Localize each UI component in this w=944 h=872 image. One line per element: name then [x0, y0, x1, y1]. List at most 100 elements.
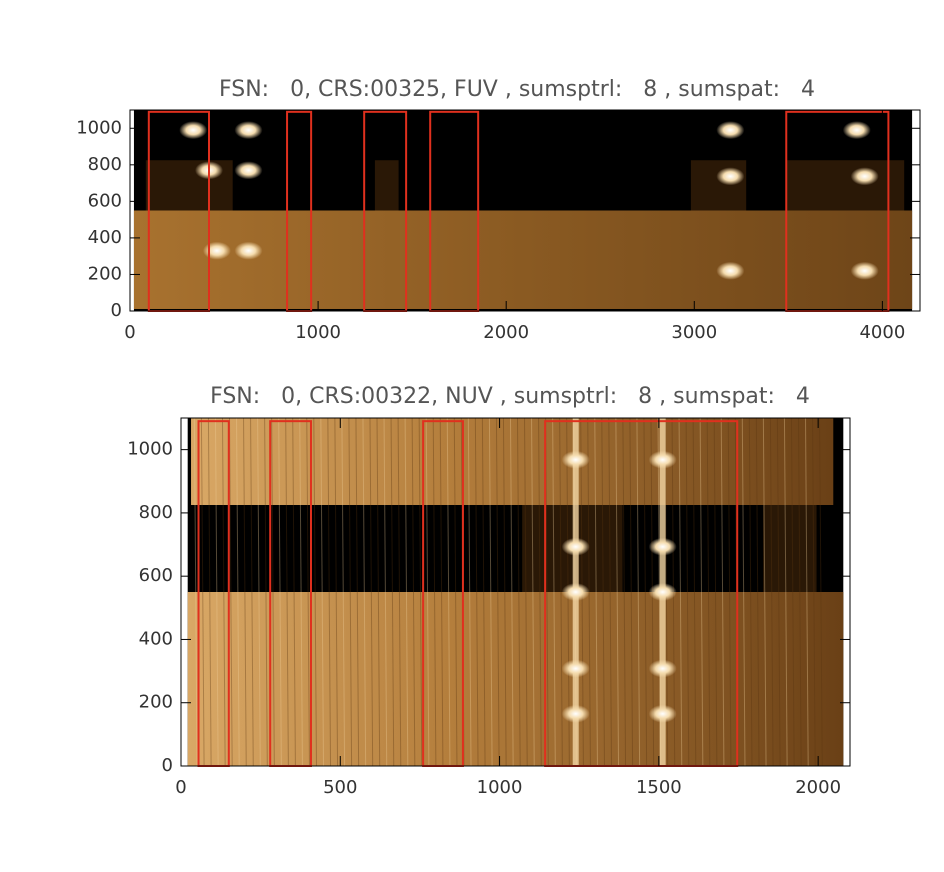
image-stripe	[292, 417, 296, 767]
image-stripe	[446, 417, 451, 767]
image-stripe	[306, 417, 310, 767]
image-stripe	[629, 417, 634, 767]
image-spot	[716, 167, 745, 186]
axes-frame	[129, 109, 921, 312]
image-spot	[234, 241, 263, 260]
image-block	[690, 160, 747, 211]
image-stripe	[467, 417, 472, 767]
image-stripe	[369, 417, 374, 767]
image-stripe	[615, 417, 620, 767]
image-spot	[850, 167, 879, 186]
image-stripe	[608, 417, 613, 767]
image-stripe	[376, 417, 381, 767]
image-stripe	[432, 417, 437, 767]
image-stripe	[418, 417, 423, 767]
image-stripe	[229, 417, 233, 767]
image-spot	[561, 583, 590, 601]
x-tick-label: 1500	[636, 777, 682, 798]
image-stripe	[776, 417, 781, 767]
image-stripe	[207, 417, 212, 767]
image-stripe	[706, 417, 711, 767]
image-stripe	[748, 417, 753, 767]
image-stripe	[552, 417, 556, 767]
y-tick-label: 0	[111, 300, 122, 321]
image-brown-top	[191, 418, 834, 505]
y-tick-label: 200	[139, 692, 173, 713]
image-stripe	[327, 417, 332, 767]
image-stripe	[439, 417, 444, 767]
y-tick-label: 800	[139, 502, 173, 523]
image-stripe	[797, 417, 802, 767]
image-stripe	[390, 417, 395, 767]
image-stripe	[805, 417, 809, 767]
image-block	[763, 505, 817, 592]
image-stripe	[362, 417, 367, 767]
image-spot	[648, 704, 677, 723]
image-stripe	[692, 417, 697, 767]
image-stripe	[531, 417, 535, 767]
image-stripe	[601, 417, 605, 767]
image-stripe	[819, 417, 823, 767]
image-stripe	[221, 417, 226, 767]
image-stripe	[383, 417, 388, 767]
image-stripe	[243, 417, 247, 767]
y-tick-label: 200	[88, 263, 122, 284]
image-stripe	[348, 417, 353, 767]
image-stripe	[257, 417, 261, 767]
image-stripe	[594, 417, 598, 767]
image-stripe	[790, 417, 795, 767]
image-spot	[234, 121, 263, 140]
image-stripe	[334, 417, 339, 767]
image-stripe	[762, 417, 767, 767]
image-stripe	[425, 417, 430, 767]
image-stripe	[299, 417, 303, 767]
image-stripe	[320, 417, 324, 767]
image-stripe	[341, 417, 346, 767]
image-spot	[561, 450, 590, 469]
image-stripe	[636, 417, 641, 767]
image-stripe	[502, 417, 507, 767]
image-block	[785, 160, 905, 211]
image-stripe	[411, 417, 416, 767]
image-spot	[561, 537, 590, 556]
image-spot	[234, 161, 263, 180]
image-spot	[561, 704, 590, 723]
image-stripe	[812, 417, 816, 767]
x-tick-label: 2000	[795, 777, 841, 798]
image-stripe	[271, 417, 275, 767]
image-stripe	[699, 417, 704, 767]
image-spot	[716, 121, 745, 140]
image-stripe	[741, 417, 746, 767]
image-spot	[648, 659, 677, 678]
chart-title: FSN: 0, CRS:00325, FUV , sumsptrl: 8 , s…	[219, 77, 815, 102]
image-stripe	[495, 417, 500, 767]
image-stripe	[214, 417, 219, 767]
image-stripe	[193, 417, 198, 767]
image-stripe	[755, 417, 760, 767]
image-stripe	[509, 417, 514, 767]
image-stripe	[488, 417, 493, 767]
image-brown	[133, 210, 913, 309]
image-spot	[842, 121, 871, 140]
image-stripe	[783, 417, 788, 767]
image-stripe	[313, 417, 317, 767]
y-tick-label: 0	[162, 755, 173, 776]
image-spot	[561, 659, 590, 678]
image-stripe	[404, 417, 409, 767]
image-stripe	[678, 417, 683, 767]
image-stripe	[559, 417, 563, 767]
y-tick-label: 1000	[76, 117, 122, 138]
image-spot	[202, 241, 231, 260]
image-stripe	[643, 417, 648, 767]
image-stripe	[769, 417, 774, 767]
y-tick-label: 600	[139, 565, 173, 586]
image-stripe	[622, 417, 627, 767]
image-stripe	[453, 417, 458, 767]
image-stripe	[250, 417, 254, 767]
image-stripe	[517, 417, 521, 767]
image-brown-bottom	[187, 592, 844, 766]
image-stripe	[285, 417, 289, 767]
image-stripe	[236, 417, 240, 767]
image-block	[374, 160, 399, 211]
